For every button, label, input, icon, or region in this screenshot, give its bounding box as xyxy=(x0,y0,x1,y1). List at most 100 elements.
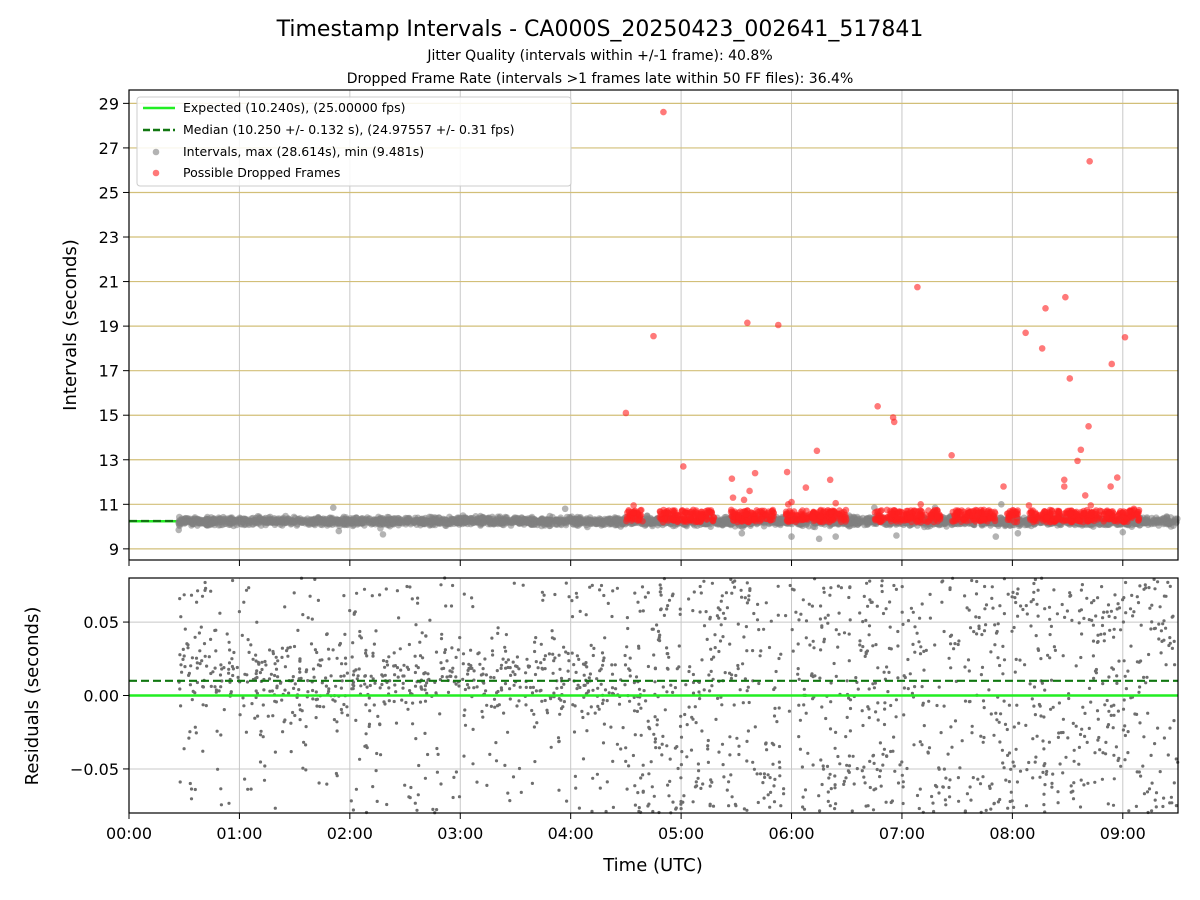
residual-point xyxy=(900,610,904,614)
residual-point xyxy=(691,800,695,804)
dropped-frame-point xyxy=(1060,476,1068,484)
dropped-frame-point xyxy=(872,517,879,524)
residual-point xyxy=(736,622,740,626)
residual-point xyxy=(231,667,235,671)
residual-point xyxy=(922,724,926,728)
residual-point xyxy=(1131,614,1135,618)
residual-point xyxy=(553,592,557,597)
residual-point xyxy=(1123,724,1127,728)
residual-point xyxy=(896,781,901,785)
intervals-y-tick-label: 19 xyxy=(99,317,119,336)
residual-point xyxy=(235,665,239,670)
residual-point xyxy=(293,713,297,718)
residual-point xyxy=(646,719,650,723)
residual-point xyxy=(915,631,919,635)
dropped-frame-point xyxy=(1038,345,1046,352)
residual-point xyxy=(232,650,236,655)
dropped-frame-point xyxy=(728,475,736,482)
residual-point xyxy=(410,597,414,601)
interval-point xyxy=(219,517,227,524)
residual-point xyxy=(745,601,750,605)
interval-point xyxy=(379,531,387,538)
residual-point xyxy=(1009,790,1013,794)
interval-point xyxy=(738,529,746,537)
dropped-frame-point xyxy=(1087,502,1095,509)
residual-point xyxy=(189,664,193,668)
residual-point xyxy=(979,734,983,738)
dropped-frame-point xyxy=(1115,516,1123,524)
residual-point xyxy=(1112,713,1116,717)
residual-point xyxy=(253,716,257,720)
residual-point xyxy=(562,682,566,686)
residual-point xyxy=(301,766,305,770)
residual-point xyxy=(918,652,923,656)
dropped-frame-point xyxy=(751,469,759,477)
residual-point xyxy=(858,639,862,643)
residual-point xyxy=(577,657,581,662)
residual-point xyxy=(745,649,749,653)
residual-point xyxy=(977,624,981,628)
residual-point xyxy=(1036,588,1040,592)
residual-point xyxy=(872,788,876,792)
residual-point xyxy=(920,602,924,606)
residual-point xyxy=(1166,580,1170,585)
residual-point xyxy=(342,594,346,598)
interval-point xyxy=(457,518,465,525)
residual-point xyxy=(729,577,733,582)
residual-point xyxy=(454,770,458,774)
residual-point xyxy=(806,751,810,755)
interval-point xyxy=(378,517,386,525)
residual-point xyxy=(300,709,304,713)
residual-point xyxy=(642,689,646,693)
residual-point xyxy=(1050,785,1054,789)
residual-point xyxy=(329,674,333,678)
residual-point xyxy=(1162,736,1166,740)
dropped-frame-point xyxy=(680,463,687,470)
legend-intervals-swatch xyxy=(152,148,160,156)
dropped-frame-point xyxy=(826,476,834,484)
residual-point xyxy=(1043,762,1047,766)
residual-point xyxy=(530,708,534,713)
residual-point xyxy=(720,594,724,598)
residual-point xyxy=(316,598,320,603)
residual-point xyxy=(1002,658,1007,662)
residual-point xyxy=(1016,614,1020,618)
interval-point xyxy=(427,517,435,525)
interval-point xyxy=(1143,519,1151,526)
residual-point xyxy=(599,682,603,686)
residual-point xyxy=(948,587,952,592)
residual-point xyxy=(454,655,458,660)
interval-point xyxy=(594,518,602,525)
dropped-frame-point xyxy=(895,509,903,517)
residual-point xyxy=(417,763,421,768)
dropped-frame-point xyxy=(914,283,921,291)
residual-point xyxy=(213,666,217,670)
residual-point xyxy=(201,685,205,689)
residual-point xyxy=(1053,648,1057,653)
residual-point xyxy=(601,698,605,702)
residual-point xyxy=(675,745,679,749)
dropped-frame-point xyxy=(660,108,667,116)
residual-point xyxy=(1042,792,1046,796)
residual-point xyxy=(1006,806,1010,810)
dropped-frame-point xyxy=(1049,507,1056,515)
interval-point xyxy=(788,533,795,540)
residual-point xyxy=(655,623,659,627)
residual-point xyxy=(332,718,336,722)
residual-point xyxy=(940,580,944,584)
residual-point xyxy=(517,667,521,671)
residual-point xyxy=(758,772,763,776)
dropped-frame-point xyxy=(924,518,931,526)
residual-point xyxy=(364,703,368,707)
residual-point xyxy=(1079,778,1083,782)
residual-point xyxy=(543,667,547,671)
interval-point xyxy=(326,517,334,524)
intervals-y-tick-label: 13 xyxy=(99,451,119,470)
residual-point xyxy=(342,702,346,707)
residual-point xyxy=(190,698,194,702)
intervals-y-tick-label: 17 xyxy=(99,362,119,381)
residual-point xyxy=(696,776,700,780)
residual-point xyxy=(314,716,318,720)
legend-box xyxy=(136,96,572,187)
dropped-frame-point xyxy=(888,510,895,518)
